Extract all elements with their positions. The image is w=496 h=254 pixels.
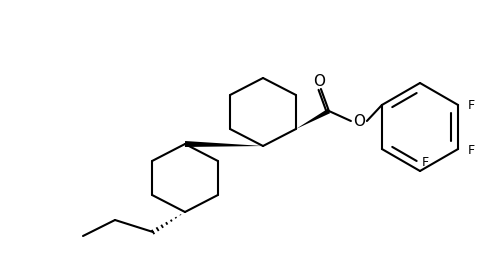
Text: F: F — [468, 144, 475, 156]
Text: F: F — [468, 100, 475, 113]
Text: F: F — [422, 155, 429, 168]
Polygon shape — [185, 141, 263, 147]
Text: O: O — [353, 115, 365, 130]
Polygon shape — [296, 109, 330, 129]
Text: O: O — [313, 73, 325, 88]
